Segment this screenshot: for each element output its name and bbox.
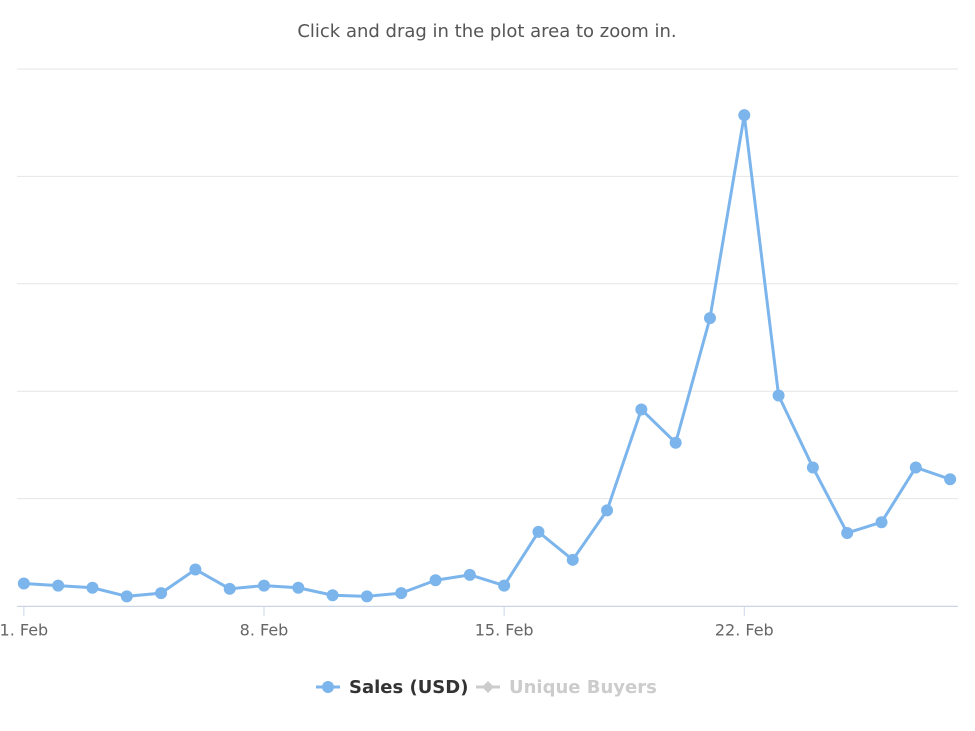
data-point xyxy=(223,582,236,595)
legend-symbol xyxy=(322,681,334,693)
x-tick-label: 1. Feb xyxy=(0,621,48,640)
data-point xyxy=(841,526,854,539)
legend-item[interactable]: Sales (USD) xyxy=(316,677,468,698)
data-point xyxy=(189,563,202,576)
x-tick-label: 8. Feb xyxy=(240,621,289,640)
data-point xyxy=(703,312,716,325)
data-point xyxy=(326,589,339,602)
data-point xyxy=(498,579,511,592)
data-point xyxy=(806,461,819,474)
data-point xyxy=(52,579,65,592)
data-point xyxy=(875,516,888,529)
data-point xyxy=(86,581,99,594)
data-point xyxy=(669,436,682,449)
data-point xyxy=(738,109,751,122)
data-point xyxy=(909,461,922,474)
data-point xyxy=(292,581,305,594)
data-point xyxy=(566,553,579,566)
data-point xyxy=(635,403,648,416)
data-point xyxy=(257,579,270,592)
data-point xyxy=(944,473,957,486)
legend-item[interactable]: Unique Buyers xyxy=(476,677,657,698)
x-tick-label: 22. Feb xyxy=(715,621,774,640)
data-point xyxy=(601,504,614,517)
data-point xyxy=(772,389,785,402)
legend-symbol xyxy=(482,681,494,693)
data-point xyxy=(155,587,168,600)
data-point xyxy=(360,590,373,603)
legend-label: Sales (USD) xyxy=(349,677,468,698)
data-point xyxy=(532,525,545,538)
x-tick-label: 15. Feb xyxy=(475,621,534,640)
series-line xyxy=(23,113,951,598)
data-point xyxy=(17,577,30,590)
chart-subtitle: Click and drag in the plot area to zoom … xyxy=(297,21,676,42)
legend-label: Unique Buyers xyxy=(509,677,657,698)
data-point xyxy=(120,590,133,603)
data-point xyxy=(429,574,442,587)
data-point xyxy=(395,587,408,600)
data-point xyxy=(463,568,476,581)
